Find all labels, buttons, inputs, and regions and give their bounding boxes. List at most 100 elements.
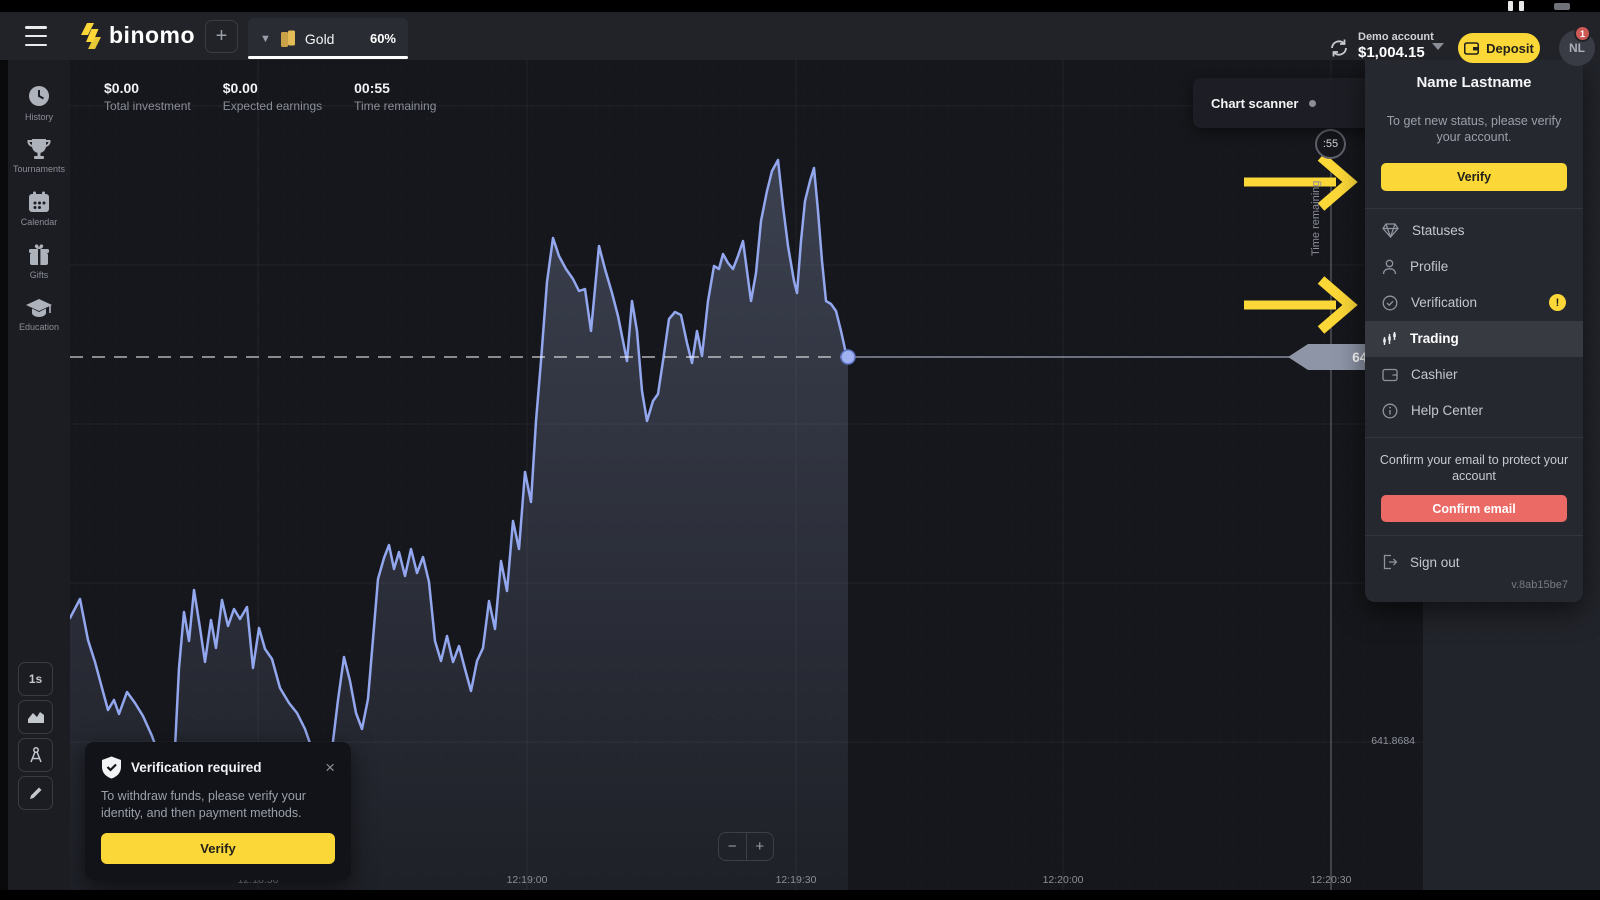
top-bar: binomo + ▼ Gold 60% Demo account $1,004.… <box>0 12 1600 66</box>
user-name: Name Lastname <box>1416 74 1532 91</box>
divider <box>1365 207 1583 209</box>
asset-payout: 60% <box>369 31 396 46</box>
gold-bars-icon <box>280 30 295 47</box>
menu-item-profile[interactable]: Profile <box>1365 249 1583 285</box>
trade-stats: $0.00 Total investment $0.00 Expected ea… <box>104 80 436 113</box>
menu-item-label: Profile <box>1410 259 1449 274</box>
info-icon <box>1382 403 1398 418</box>
purchase-deadline-badge: :55 <box>1315 129 1346 159</box>
account-dropdown-panel: Name Lastname To get new status, please … <box>1365 60 1583 602</box>
bottom-letterbox <box>0 890 1600 900</box>
left-sidebar: History Tournaments C <box>8 60 70 890</box>
stat-value: $0.00 <box>104 80 140 96</box>
verification-warning-badge: ! <box>1549 294 1566 311</box>
top-caret-shape <box>1554 3 1570 10</box>
menu-item-statuses[interactable]: Statuses <box>1365 213 1583 249</box>
verify-account-button[interactable]: Verify <box>1381 162 1567 191</box>
chart-area[interactable]: $0.00 Total investment $0.00 Expected ea… <box>70 60 1423 890</box>
wallet-icon <box>1464 41 1480 55</box>
close-icon[interactable]: × <box>325 758 335 777</box>
bolt-icon <box>81 22 101 49</box>
account-switcher[interactable]: Demo account $1,004.15 <box>1358 31 1434 61</box>
sidebar-item-calendar[interactable]: Calendar <box>8 182 70 235</box>
check-circle-icon <box>1382 295 1398 310</box>
menu-item-trading[interactable]: Trading <box>1365 320 1583 357</box>
app-version: v.8ab15be7 <box>1511 579 1568 591</box>
gem-icon <box>1382 223 1399 238</box>
sidebar-item-history[interactable]: History <box>8 76 70 129</box>
stat-time-remaining: 00:55 Time remaining <box>354 80 436 113</box>
deposit-button[interactable]: Deposit <box>1458 33 1540 63</box>
left-edge-strip <box>0 60 8 890</box>
chart-zoom-controls: − + <box>718 832 774 861</box>
stat-expected-earnings: $0.00 Expected earnings <box>223 80 322 113</box>
menu-item-label: Verification <box>1411 295 1478 310</box>
stat-value: 00:55 <box>354 80 390 96</box>
sidebar-item-gifts[interactable]: Gifts <box>8 235 70 288</box>
avatar-initials: NL <box>1569 41 1585 55</box>
indicators-button[interactable] <box>18 738 53 772</box>
account-type-label: Demo account <box>1358 31 1434 43</box>
sidebar-item-label: History <box>24 112 53 122</box>
asset-tab-gold[interactable]: ▼ Gold 60% <box>248 18 408 59</box>
chevron-down-icon[interactable]: ▼ <box>260 32 271 45</box>
zoom-out-button[interactable]: − <box>719 833 747 860</box>
candlestick-icon <box>1383 331 1396 345</box>
chart-type-button[interactable] <box>18 700 53 734</box>
sidebar-item-education[interactable]: Education <box>8 288 70 341</box>
history-clock-icon <box>29 86 49 106</box>
asset-name: Gold <box>304 30 335 47</box>
menu-item-label: Statuses <box>1412 223 1465 238</box>
chart-scanner-label: Chart scanner <box>1211 95 1299 111</box>
shield-check-icon <box>102 756 121 779</box>
gift-icon <box>29 244 49 265</box>
graduation-cap-icon <box>26 299 52 317</box>
top-letterbox <box>0 0 1600 12</box>
x-axis-tick-label: 12:19:30 <box>775 874 817 886</box>
binomo-logo[interactable]: binomo <box>80 22 195 49</box>
chart-scanner-button[interactable]: Chart scanner <box>1193 78 1389 128</box>
add-asset-button[interactable]: + <box>205 20 238 53</box>
sidebar-item-label: Calendar <box>20 217 58 227</box>
active-tab-underline <box>248 56 408 59</box>
sign-out-button[interactable]: Sign out <box>1365 544 1583 580</box>
sidebar-item-tournaments[interactable]: Tournaments <box>8 129 70 182</box>
stat-label: Total investment <box>104 99 191 113</box>
area-chart-icon <box>27 712 44 723</box>
account-caret-icon[interactable] <box>1432 43 1444 50</box>
sign-out-label: Sign out <box>1410 554 1460 570</box>
popup-verify-button[interactable]: Verify <box>101 832 335 864</box>
sidebar-item-label: Gifts <box>29 270 49 280</box>
verification-popup: Verification required × To withdraw fund… <box>85 742 351 880</box>
x-axis-tick-label: 12:20:30 <box>1310 874 1352 886</box>
sidebar-item-label: Education <box>18 322 60 332</box>
pause-icon <box>1508 1 1528 11</box>
x-axis-tick-label: 12:20:00 <box>1042 874 1084 886</box>
stat-label: Expected earnings <box>222 99 323 113</box>
logo-text: binomo <box>109 22 196 48</box>
menu-item-verification[interactable]: Verification ! <box>1365 285 1583 321</box>
scanner-status-dot <box>1309 99 1317 107</box>
deadline-axis-label: Time remaining <box>1310 180 1322 256</box>
confirm-email-button[interactable]: Confirm email <box>1381 495 1567 522</box>
x-axis-tick-label: 12:19:00 <box>506 874 548 886</box>
divider <box>1365 535 1583 536</box>
interval-button[interactable]: 1s <box>18 662 53 696</box>
menu-item-label: Trading <box>1410 331 1459 346</box>
compass-icon <box>29 747 42 763</box>
hamburger-menu-icon[interactable] <box>25 26 47 46</box>
deposit-label: Deposit <box>1486 40 1534 56</box>
zoom-in-button[interactable]: + <box>755 838 765 855</box>
menu-item-cashier[interactable]: Cashier <box>1365 357 1583 393</box>
notification-badge: 1 <box>1574 25 1591 42</box>
draw-button[interactable] <box>18 776 53 810</box>
pencil-icon <box>29 787 41 799</box>
menu-item-help-center[interactable]: Help Center <box>1365 393 1583 429</box>
menu-item-label: Cashier <box>1411 367 1458 382</box>
account-balance: $1,004.15 <box>1358 44 1425 61</box>
sign-out-icon <box>1383 554 1397 570</box>
wallet-icon <box>1382 368 1398 381</box>
refresh-icon[interactable] <box>1328 37 1350 59</box>
divider <box>1365 436 1583 438</box>
